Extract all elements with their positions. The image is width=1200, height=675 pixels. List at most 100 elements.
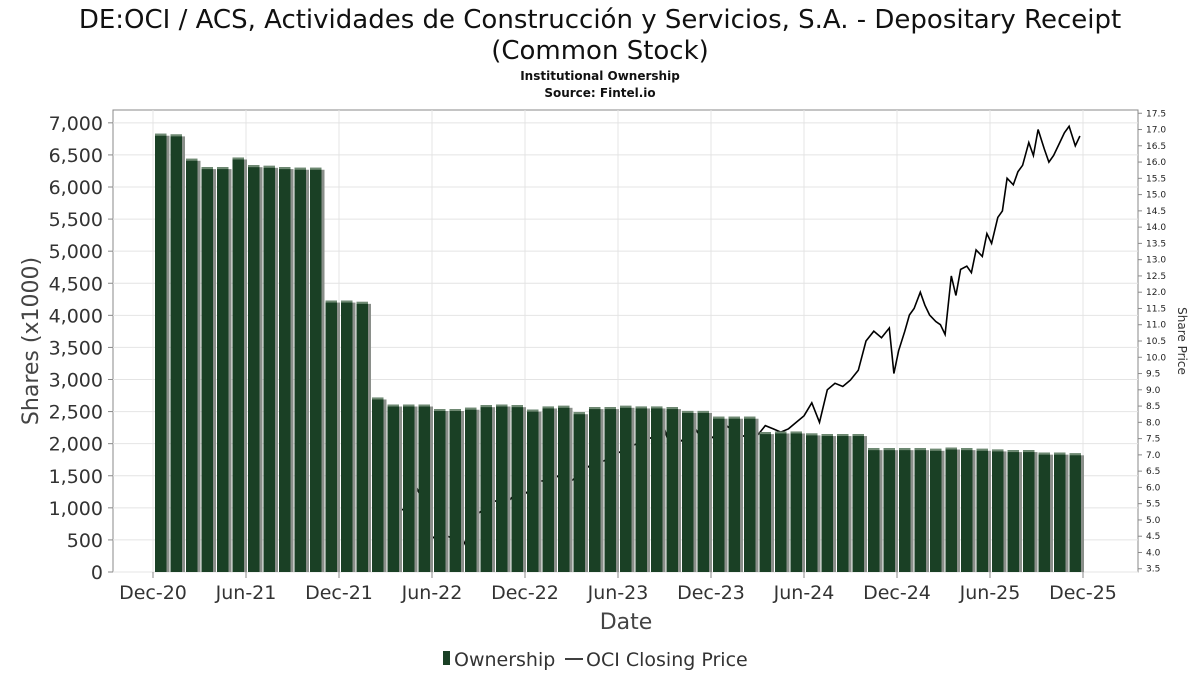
bar-top-highlight — [589, 407, 601, 410]
ownership-bar — [1069, 453, 1084, 572]
x-axis-ticks: Dec-20 Jun-21 Dec-21 Jun-22 Dec-22 Jun-23 Dec-… — [119, 572, 1117, 604]
bar-top-highlight — [697, 410, 709, 413]
bar-body — [170, 134, 182, 572]
ownership-bar — [589, 407, 604, 572]
bar-body — [744, 416, 756, 572]
legend-ownership-label: Ownership — [454, 649, 555, 671]
bar-top-highlight — [449, 409, 461, 412]
bar-body — [899, 448, 911, 572]
ownership-bar — [542, 406, 557, 572]
y-tick-label: 5,000 — [49, 241, 103, 263]
y2-tick-label: 14.5 — [1146, 207, 1166, 217]
ownership-bar — [775, 431, 790, 572]
bar-top-highlight — [527, 409, 539, 412]
bar-top-highlight — [930, 448, 942, 451]
bar-top-highlight — [790, 431, 802, 434]
y-tick-label: 5,500 — [49, 209, 103, 231]
x-tick-label: Dec-20 — [119, 582, 187, 604]
ownership-bar — [713, 416, 728, 572]
x-tick-label: Dec-24 — [863, 582, 931, 604]
y-axis-label: Shares (x1000) — [19, 257, 44, 425]
ownership-bar — [790, 431, 805, 572]
bar-top-highlight — [666, 407, 678, 410]
ownership-bar — [806, 433, 821, 572]
y2-tick-label: 9.0 — [1146, 386, 1161, 396]
ownership-bar — [418, 404, 433, 572]
ownership-bar — [170, 134, 185, 572]
ownership-bar — [263, 165, 278, 572]
bar-top-highlight — [465, 407, 477, 410]
bar-body — [976, 448, 988, 572]
bar-body — [775, 431, 787, 572]
bar-body — [279, 167, 291, 572]
bar-body — [155, 133, 167, 572]
bar-top-highlight — [573, 412, 585, 415]
y2-axis-ticks: 3.5 4.0 4.5 5.0 5.5 6.0 6.5 7.0 7.5 8.0 8.5 9.0 9.5 1… — [1138, 109, 1166, 575]
bar-top-highlight — [279, 167, 291, 170]
ownership-bar — [573, 412, 588, 572]
bar-body — [821, 434, 833, 572]
y2-tick-label: 6.0 — [1146, 483, 1161, 493]
x-tick-label: Jun-21 — [215, 582, 277, 604]
ownership-bar — [682, 410, 697, 572]
bar-top-highlight — [868, 448, 880, 451]
bar-top-highlight — [759, 432, 771, 435]
y2-tick-label: 17.0 — [1146, 126, 1166, 136]
x-tick-label: Dec-22 — [491, 582, 559, 604]
ownership-bar — [232, 157, 247, 572]
bar-body — [263, 165, 275, 572]
x-tick-label: Dec-21 — [305, 582, 373, 604]
ownership-bar — [635, 406, 650, 572]
y2-tick-label: 5.5 — [1146, 500, 1160, 510]
ownership-bar — [201, 167, 216, 572]
bar-top-highlight — [651, 406, 663, 409]
y2-tick-label: 8.0 — [1146, 418, 1161, 428]
bar-top-highlight — [232, 157, 244, 160]
ownership-bar — [480, 405, 495, 572]
bar-body — [542, 406, 554, 572]
y2-tick-label: 10.0 — [1146, 353, 1166, 363]
ownership-bar — [930, 448, 945, 572]
ownership-bar — [821, 434, 836, 572]
y-tick-label: 2,500 — [49, 402, 103, 424]
bar-body — [186, 158, 198, 572]
bar-top-highlight — [511, 405, 523, 408]
bar-top-highlight — [1069, 453, 1081, 456]
bar-top-highlight — [821, 434, 833, 437]
ownership-bar — [325, 300, 340, 572]
bar-body — [201, 167, 213, 572]
bar-body — [589, 407, 601, 572]
ownership-bar — [852, 434, 867, 572]
bar-body — [1023, 450, 1035, 572]
bar-body — [604, 407, 616, 572]
bar-top-highlight — [883, 448, 895, 451]
ownership-bar — [465, 407, 480, 572]
bar-top-highlight — [728, 416, 740, 419]
bar-top-highlight — [852, 434, 864, 437]
ownership-bar — [1007, 450, 1022, 572]
bar-top-highlight — [372, 397, 384, 400]
y-tick-label: 3,500 — [49, 337, 103, 359]
bar-body — [883, 448, 895, 572]
bar-body — [217, 167, 229, 572]
bar-top-highlight — [635, 406, 647, 409]
bar-body — [713, 416, 725, 572]
y2-tick-label: 13.0 — [1146, 256, 1166, 266]
bar-top-highlight — [1038, 452, 1050, 455]
ownership-bar — [449, 409, 464, 572]
ownership-bar — [217, 167, 232, 572]
bar-body — [496, 404, 508, 572]
ownership-bar — [310, 167, 325, 572]
bar-top-highlight — [356, 301, 368, 304]
legend: Ownership OCI Closing Price — [443, 649, 748, 671]
ownership-bar — [651, 406, 666, 572]
bar-top-highlight — [945, 447, 957, 450]
chart-title-line-1: DE:OCI / ACS, Actividades de Construcció… — [79, 5, 1121, 35]
ownership-bars — [155, 133, 1084, 572]
bar-body — [759, 432, 771, 572]
y-tick-label: 4,500 — [49, 273, 103, 295]
bar-top-highlight — [341, 300, 353, 303]
bar-top-highlight — [1054, 452, 1066, 455]
bar-top-highlight — [899, 448, 911, 451]
